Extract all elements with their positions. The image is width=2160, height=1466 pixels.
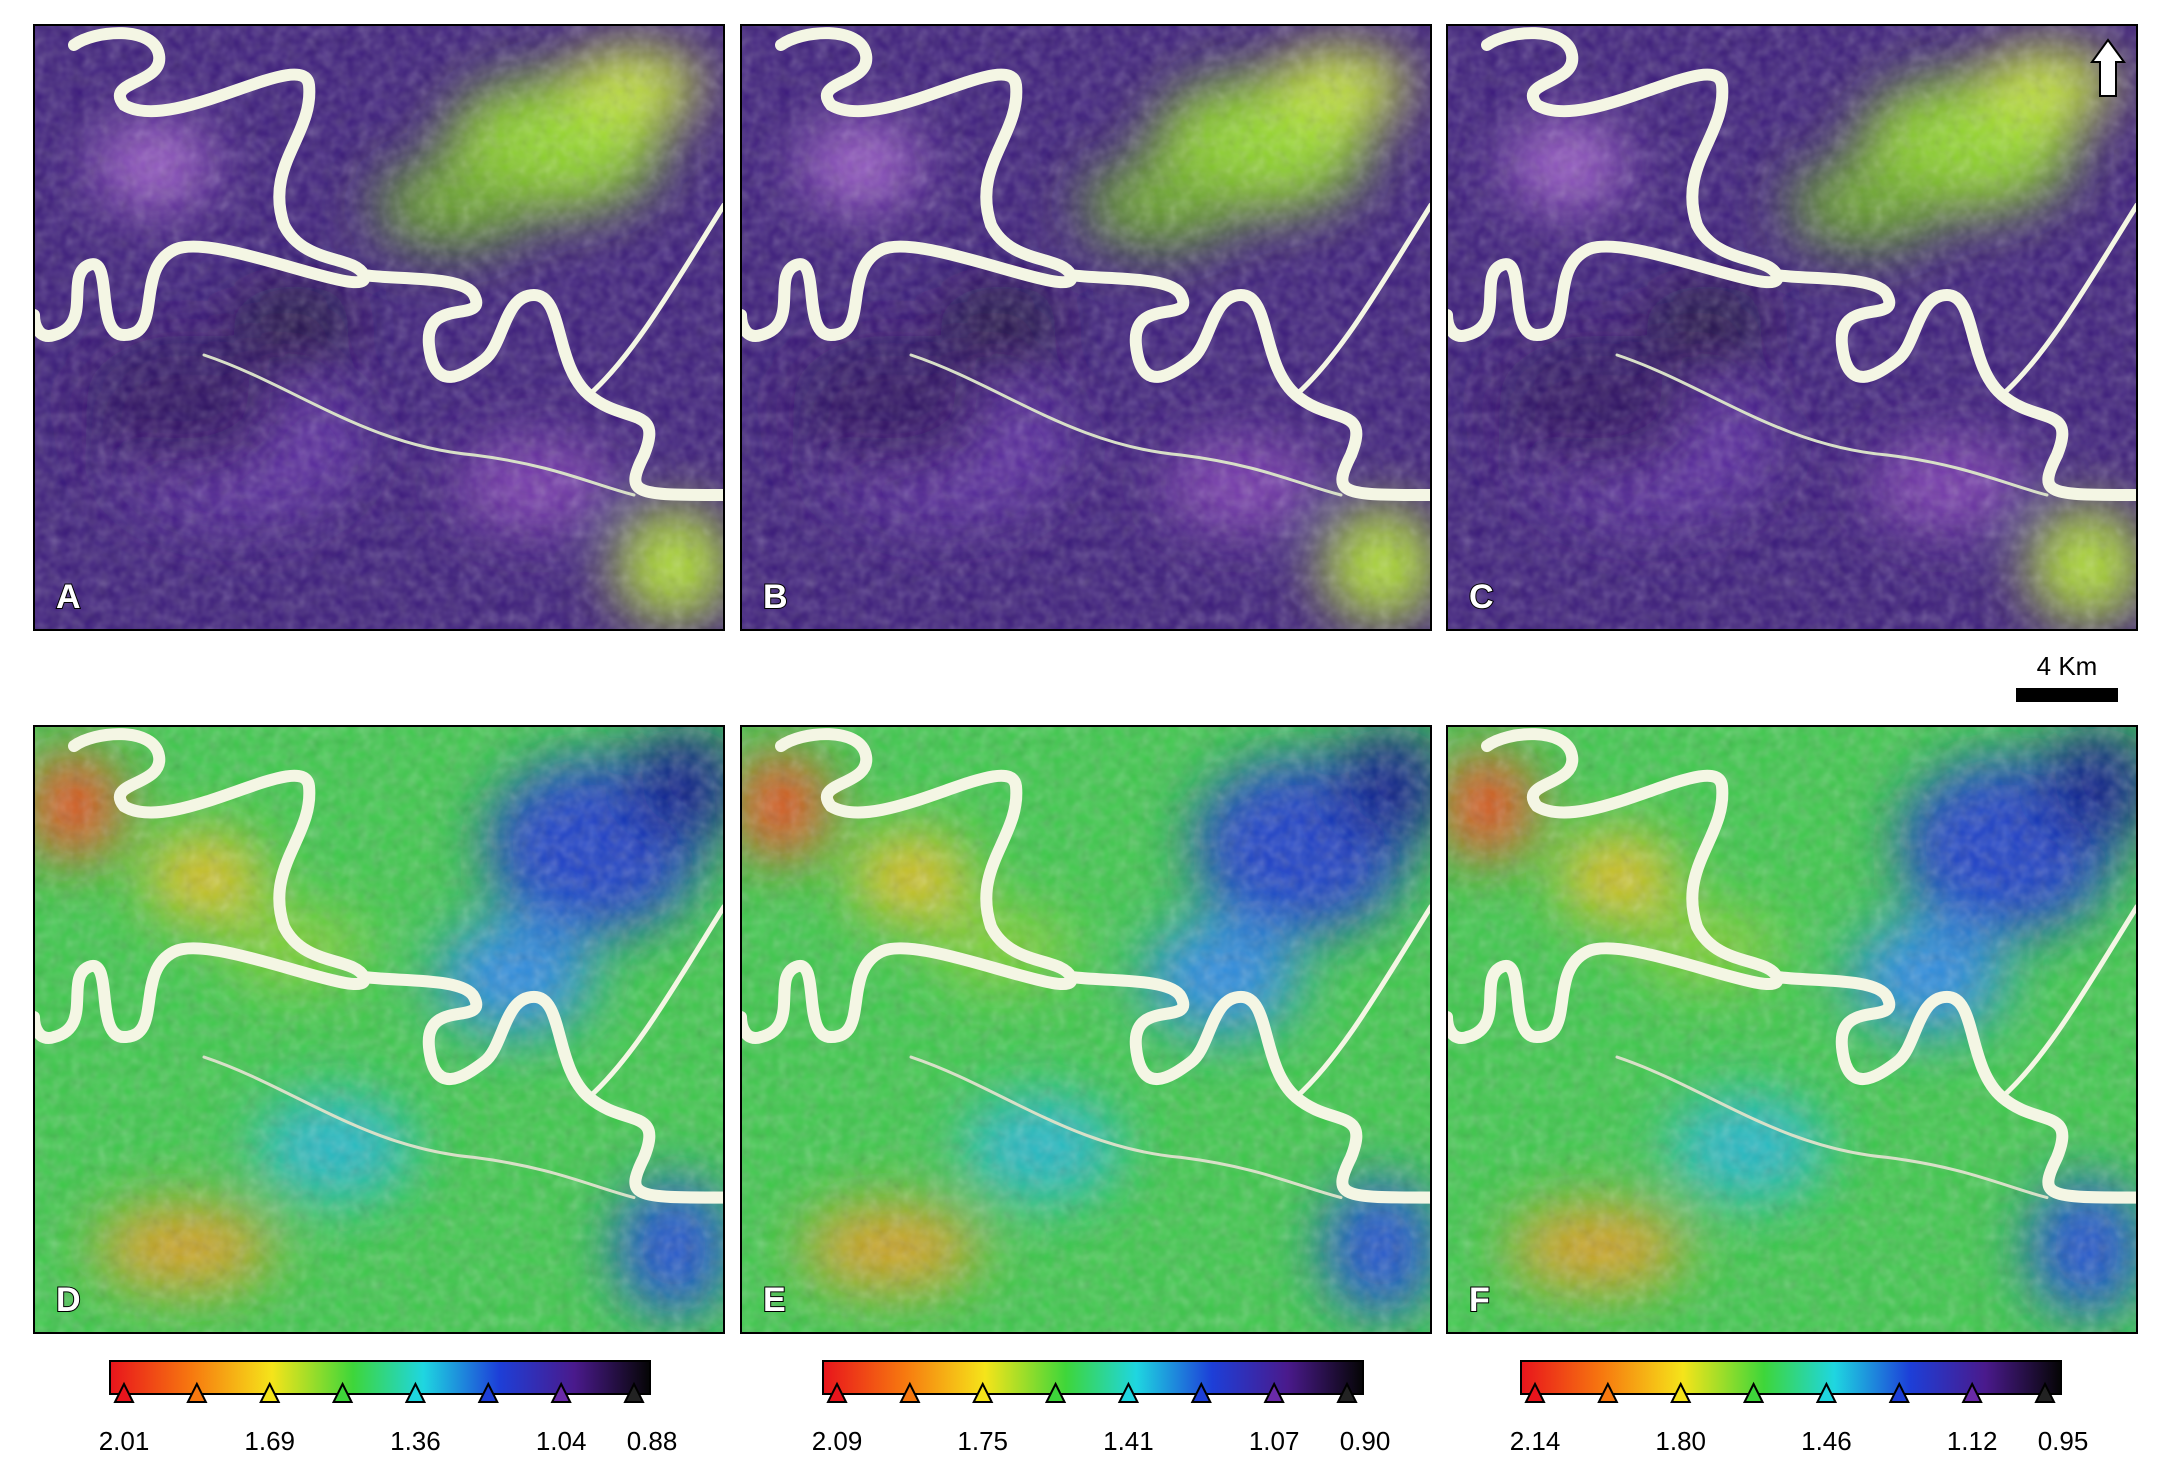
colorbar-marker	[1742, 1381, 1765, 1403]
colorbar-label: 2.09	[812, 1426, 863, 1456]
colorbar-marker	[972, 1381, 994, 1403]
colorbar	[822, 1360, 1364, 1395]
colorbar-label: 1.04	[536, 1426, 587, 1456]
noise	[741, 726, 1431, 1333]
north-arrow	[2090, 38, 2126, 97]
colorbar-marker	[550, 1381, 572, 1403]
panel	[34, 25, 724, 630]
colorbar-label: 2.14	[1510, 1426, 1561, 1456]
panel-label: B	[763, 578, 788, 616]
colorbar-marker	[186, 1381, 208, 1403]
panel-frame	[1446, 725, 2138, 1334]
colorbar-label: 1.12	[1947, 1426, 1998, 1456]
colorbar-marker	[826, 1381, 848, 1403]
panel-frame	[33, 725, 725, 1334]
scale-bar: 4 Km	[2016, 651, 2118, 702]
colorbar-marker	[1117, 1381, 1140, 1403]
colorbar-label: 2.01	[99, 1426, 150, 1456]
noise	[1447, 25, 2137, 630]
colorbar-marker	[1263, 1381, 1285, 1403]
colorbar-marker	[1815, 1381, 1838, 1403]
colorbar-marker	[1336, 1381, 1358, 1403]
panel	[1447, 726, 2137, 1333]
colorbar-label: 0.95	[2038, 1426, 2089, 1456]
scale-rect	[2016, 688, 2118, 702]
panel-label: D	[56, 1281, 81, 1319]
colorbar-label: 1.46	[1801, 1426, 1852, 1456]
colorbar-marker	[404, 1381, 427, 1403]
panel-frame	[33, 24, 725, 631]
panels: A B C D E F	[33, 24, 2138, 1334]
colorbar-label: 1.41	[1103, 1426, 1154, 1456]
colorbar-label: 1.36	[390, 1426, 441, 1456]
colorbar-label: 0.88	[627, 1426, 678, 1456]
colorbar-marker	[1190, 1381, 1212, 1403]
colorbar-label: 1.80	[1655, 1426, 1706, 1456]
colorbar-marker	[2034, 1381, 2056, 1403]
colorbar-marker	[477, 1381, 499, 1403]
colorbar-marker	[1670, 1381, 1692, 1403]
colorbar	[1520, 1360, 2062, 1395]
panel-label: F	[1469, 1281, 1490, 1319]
panel-label: A	[56, 578, 81, 616]
colorbar-marker	[1961, 1381, 1983, 1403]
panel	[741, 25, 1431, 630]
panel	[741, 726, 1431, 1333]
panel-frame	[1446, 24, 2138, 631]
colorbar-marker	[1524, 1381, 1546, 1403]
panel-frame	[740, 725, 1432, 1334]
colorbar-marker	[331, 1381, 354, 1403]
panel-frame	[740, 24, 1432, 631]
noise	[34, 25, 724, 630]
noise	[34, 726, 724, 1333]
colorbar-marker	[259, 1381, 281, 1403]
noise	[1447, 726, 2137, 1333]
colorbar-marker	[1888, 1381, 1910, 1403]
panel-label: C	[1469, 578, 1494, 616]
colorbar-marker	[1597, 1381, 1619, 1403]
panel	[1447, 25, 2137, 630]
panel	[34, 726, 724, 1333]
noise	[741, 25, 1431, 630]
colorbars: 2.01 1.69 1.36 1.04 0.88 2.09 1.75 1.41 1.07 0.90…	[99, 1360, 2089, 1456]
colorbar-label: 1.07	[1249, 1426, 1300, 1456]
colorbar-label: 1.69	[244, 1426, 295, 1456]
colorbar-marker	[1044, 1381, 1067, 1403]
colorbar-marker	[899, 1381, 921, 1403]
colorbar-marker	[623, 1381, 645, 1403]
panel-label: E	[763, 1281, 786, 1319]
scale-label: 4 Km	[2037, 651, 2098, 681]
colorbar-label: 1.75	[957, 1426, 1008, 1456]
colorbar-marker	[113, 1381, 135, 1403]
colorbar-label: 0.90	[1340, 1426, 1391, 1456]
colorbar	[109, 1360, 651, 1395]
